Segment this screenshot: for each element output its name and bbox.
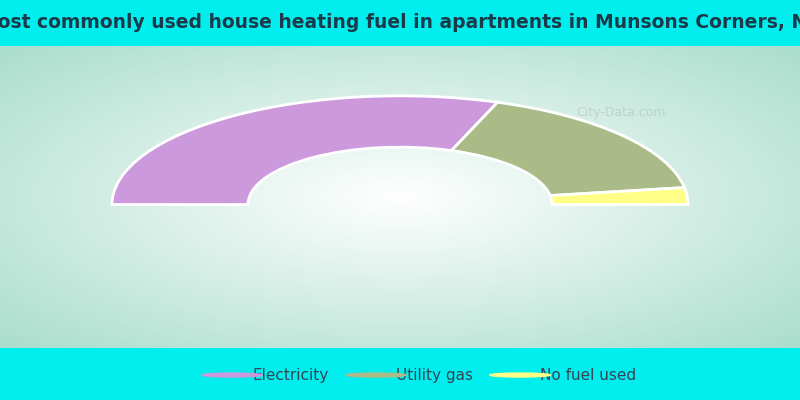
- Text: Electricity: Electricity: [252, 368, 328, 382]
- Text: Most commonly used house heating fuel in apartments in Munsons Corners, NY: Most commonly used house heating fuel in…: [0, 14, 800, 32]
- Text: City-Data.com: City-Data.com: [576, 106, 666, 119]
- Circle shape: [490, 373, 550, 377]
- Wedge shape: [112, 96, 498, 204]
- Text: No fuel used: No fuel used: [540, 368, 636, 382]
- Circle shape: [346, 373, 406, 377]
- Wedge shape: [451, 102, 685, 196]
- Text: Utility gas: Utility gas: [396, 368, 473, 382]
- Circle shape: [202, 373, 262, 377]
- Wedge shape: [550, 188, 688, 204]
